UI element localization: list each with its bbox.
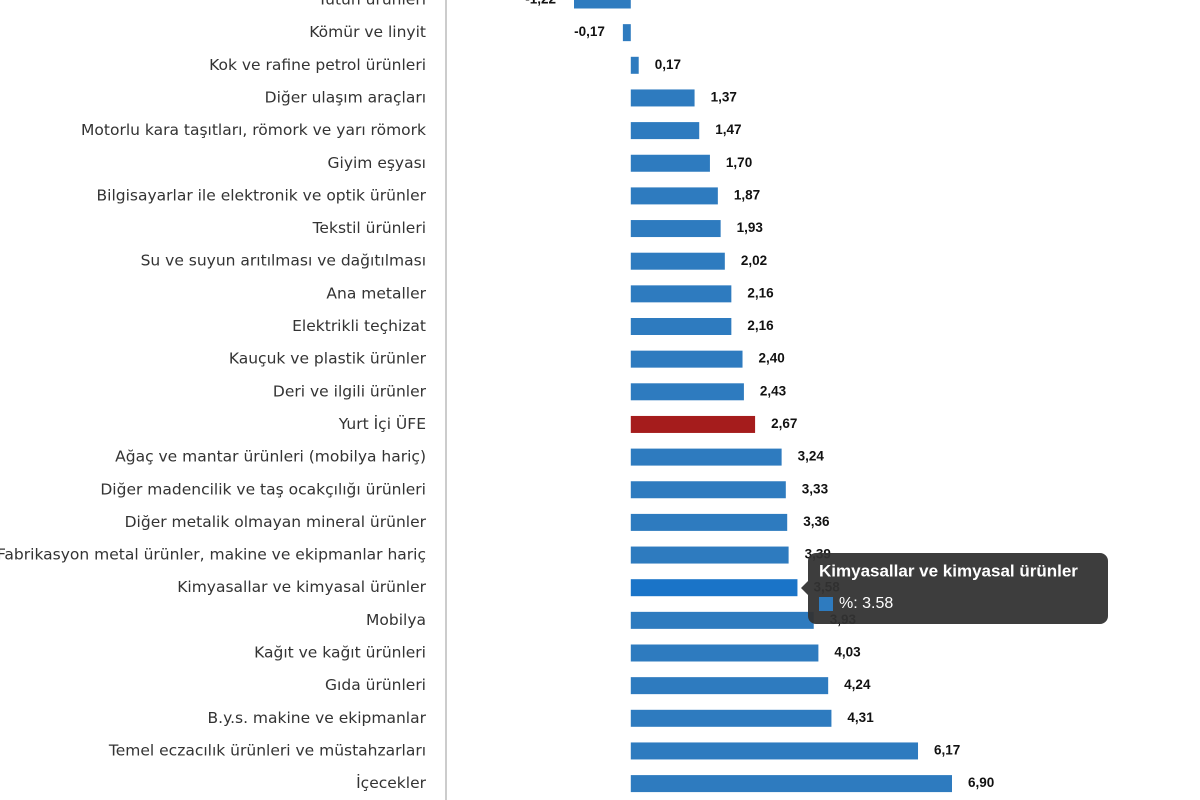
category-label: Diğer ulaşım araçları: [265, 88, 426, 106]
bar: [630, 644, 819, 662]
bar: [630, 448, 782, 466]
category-label: Elektrikli teçhizat: [292, 317, 426, 335]
bar: [630, 579, 798, 597]
category-label: Giyim eşyası: [328, 154, 427, 172]
category-label: B.y.s. makine ve ekipmanlar: [208, 709, 427, 727]
category-label: Tekstil ürünleri: [312, 219, 426, 237]
category-label: Temel eczacılık ürünleri ve müstahzarlar…: [108, 741, 426, 759]
bar: [630, 709, 832, 727]
bar: [630, 383, 744, 401]
bar: [630, 122, 700, 140]
bar: [630, 350, 743, 368]
value-label: 2,02: [741, 253, 767, 268]
category-label: Kağıt ve kağıt ürünleri: [254, 644, 426, 662]
bar: [630, 611, 814, 629]
category-label: Kömür ve linyit: [309, 23, 426, 41]
value-label: 3,36: [803, 514, 830, 529]
value-label: 1,87: [734, 187, 760, 202]
bar: [622, 24, 631, 42]
plot: Tütün ürünleri -1,22 Kömür ve linyit -0,17 K…: [0, 0, 994, 793]
value-label: 0,17: [655, 57, 681, 72]
value-label: 3,33: [802, 481, 829, 496]
bar: [630, 220, 721, 238]
tooltip-text: %: 3.58: [839, 595, 893, 612]
category-label: Kok ve rafine petrol ürünleri: [209, 56, 426, 74]
value-label: 6,17: [934, 743, 960, 758]
category-label: İçecekler: [356, 773, 427, 792]
value-label: 4,24: [844, 677, 871, 692]
value-label: 4,03: [834, 645, 861, 660]
category-label: Deri ve ilgili ürünler: [273, 382, 427, 400]
bar: [630, 318, 732, 335]
bar: [630, 481, 786, 499]
bar: [630, 252, 725, 270]
bar: [630, 677, 829, 695]
bar: [630, 513, 788, 531]
category-label: Gıda ürünleri: [325, 676, 426, 694]
bar: [630, 56, 639, 74]
category-label: Kauçuk ve plastik ürünler: [229, 350, 427, 368]
value-label: 1,37: [711, 90, 737, 105]
category-label: Fabrikasyon metal ürünler, makine ve eki…: [0, 546, 426, 564]
tooltip-title: Kimyasallar ve kimyasal ürünler: [819, 561, 1078, 580]
bar: [630, 187, 718, 205]
value-label: 1,70: [726, 155, 752, 170]
bar: [630, 546, 789, 564]
bar: [630, 154, 710, 172]
bar: [630, 742, 919, 760]
category-label: Diğer madencilik ve taş ocakçılığı ürünl…: [100, 480, 426, 498]
category-label: Tütün ürünleri: [317, 0, 426, 9]
category-label: Su ve suyun arıtılması ve dağıtılması: [141, 252, 426, 270]
category-label: Bilgisayarlar ile elektronik ve optik ür…: [97, 186, 427, 204]
tooltip-box: [801, 553, 1108, 624]
value-label: 1,93: [737, 220, 764, 235]
value-label: 6,90: [968, 775, 994, 790]
category-label: Yurt İçi ÜFE: [338, 414, 426, 433]
value-label: 2,67: [771, 416, 797, 431]
category-label: Diğer metalik olmayan mineral ürünler: [125, 513, 427, 531]
tooltip: Kimyasallar ve kimyasal ürünler %: 3.58: [801, 553, 1108, 624]
category-label: Ağaç ve mantar ürünleri (mobilya hariç): [115, 448, 426, 466]
bar: [574, 0, 631, 9]
tooltip-marker: [819, 597, 833, 611]
bar: [630, 285, 732, 303]
bar: [630, 89, 695, 107]
category-label: Kimyasallar ve kimyasal ürünler: [177, 578, 426, 596]
value-label: 1,47: [715, 122, 741, 137]
category-label: Ana metaller: [326, 284, 426, 302]
value-label: 2,43: [760, 383, 787, 398]
value-label: 4,31: [847, 710, 874, 725]
value-label: 2,16: [747, 318, 774, 333]
value-label: 2,16: [747, 285, 774, 300]
bar: [630, 775, 952, 793]
value-label: 2,40: [759, 351, 785, 366]
value-label: -1,22: [525, 0, 556, 7]
category-label: Mobilya: [366, 611, 426, 629]
bar: [630, 415, 756, 433]
category-label: Motorlu kara taşıtları, römork ve yarı r…: [81, 121, 426, 139]
value-label: -0,17: [574, 24, 605, 39]
value-label: 3,24: [798, 449, 825, 464]
